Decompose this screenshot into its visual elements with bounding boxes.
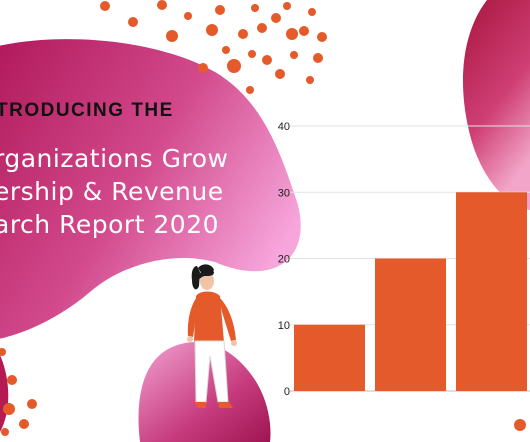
hair (191, 266, 200, 290)
right-shoe (218, 402, 233, 408)
right-hand (231, 340, 237, 346)
hair-top (198, 269, 214, 279)
y-tick-label: 40 (278, 121, 290, 133)
left-arm (187, 297, 197, 337)
face (200, 272, 214, 290)
confetti-dots (0, 0, 526, 436)
left-blob (0, 355, 9, 432)
chart-bar (375, 258, 446, 391)
woman-figure (187, 264, 237, 408)
bar-chart: 0 10 20 30 40 (278, 121, 530, 398)
y-tick-label: 20 (278, 254, 290, 266)
torso (194, 291, 224, 342)
y-tick-label: 10 (278, 320, 290, 332)
right-arm (219, 297, 236, 341)
left-shoe (195, 402, 206, 408)
y-tick-label: 30 (278, 187, 290, 199)
left-hand (187, 336, 193, 342)
y-tick-label: 0 (284, 386, 290, 398)
main-blob (0, 39, 301, 339)
chart-bar (294, 324, 365, 391)
chart-bar (456, 192, 527, 391)
right-blob (462, 0, 530, 210)
